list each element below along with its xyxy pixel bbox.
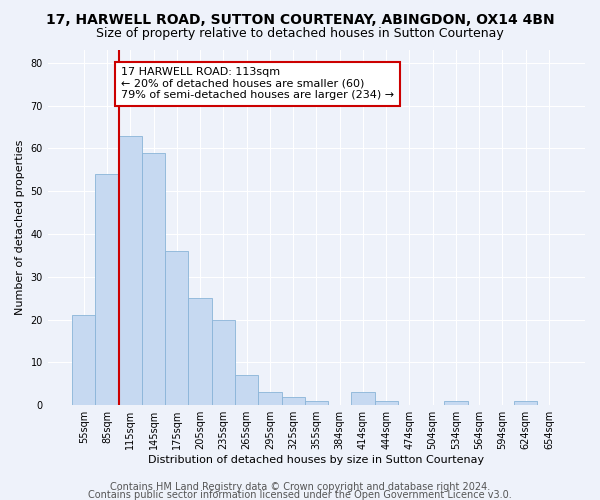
Bar — [142, 152, 165, 405]
Text: 17, HARWELL ROAD, SUTTON COURTENAY, ABINGDON, OX14 4BN: 17, HARWELL ROAD, SUTTON COURTENAY, ABIN… — [46, 12, 554, 26]
Text: Contains public sector information licensed under the Open Government Licence v3: Contains public sector information licen… — [88, 490, 512, 500]
Bar — [514, 401, 538, 405]
Bar — [374, 401, 398, 405]
X-axis label: Distribution of detached houses by size in Sutton Courtenay: Distribution of detached houses by size … — [148, 455, 484, 465]
Bar — [72, 316, 95, 405]
Bar — [305, 401, 328, 405]
Bar — [281, 396, 305, 405]
Y-axis label: Number of detached properties: Number of detached properties — [15, 140, 25, 316]
Bar — [258, 392, 281, 405]
Bar — [212, 320, 235, 405]
Text: 17 HARWELL ROAD: 113sqm
← 20% of detached houses are smaller (60)
79% of semi-de: 17 HARWELL ROAD: 113sqm ← 20% of detache… — [121, 67, 394, 100]
Bar — [235, 376, 258, 405]
Text: Contains HM Land Registry data © Crown copyright and database right 2024.: Contains HM Land Registry data © Crown c… — [110, 482, 490, 492]
Bar — [95, 174, 119, 405]
Bar — [445, 401, 467, 405]
Bar — [165, 251, 188, 405]
Bar — [119, 136, 142, 405]
Bar — [351, 392, 374, 405]
Bar — [188, 298, 212, 405]
Text: Size of property relative to detached houses in Sutton Courtenay: Size of property relative to detached ho… — [96, 28, 504, 40]
